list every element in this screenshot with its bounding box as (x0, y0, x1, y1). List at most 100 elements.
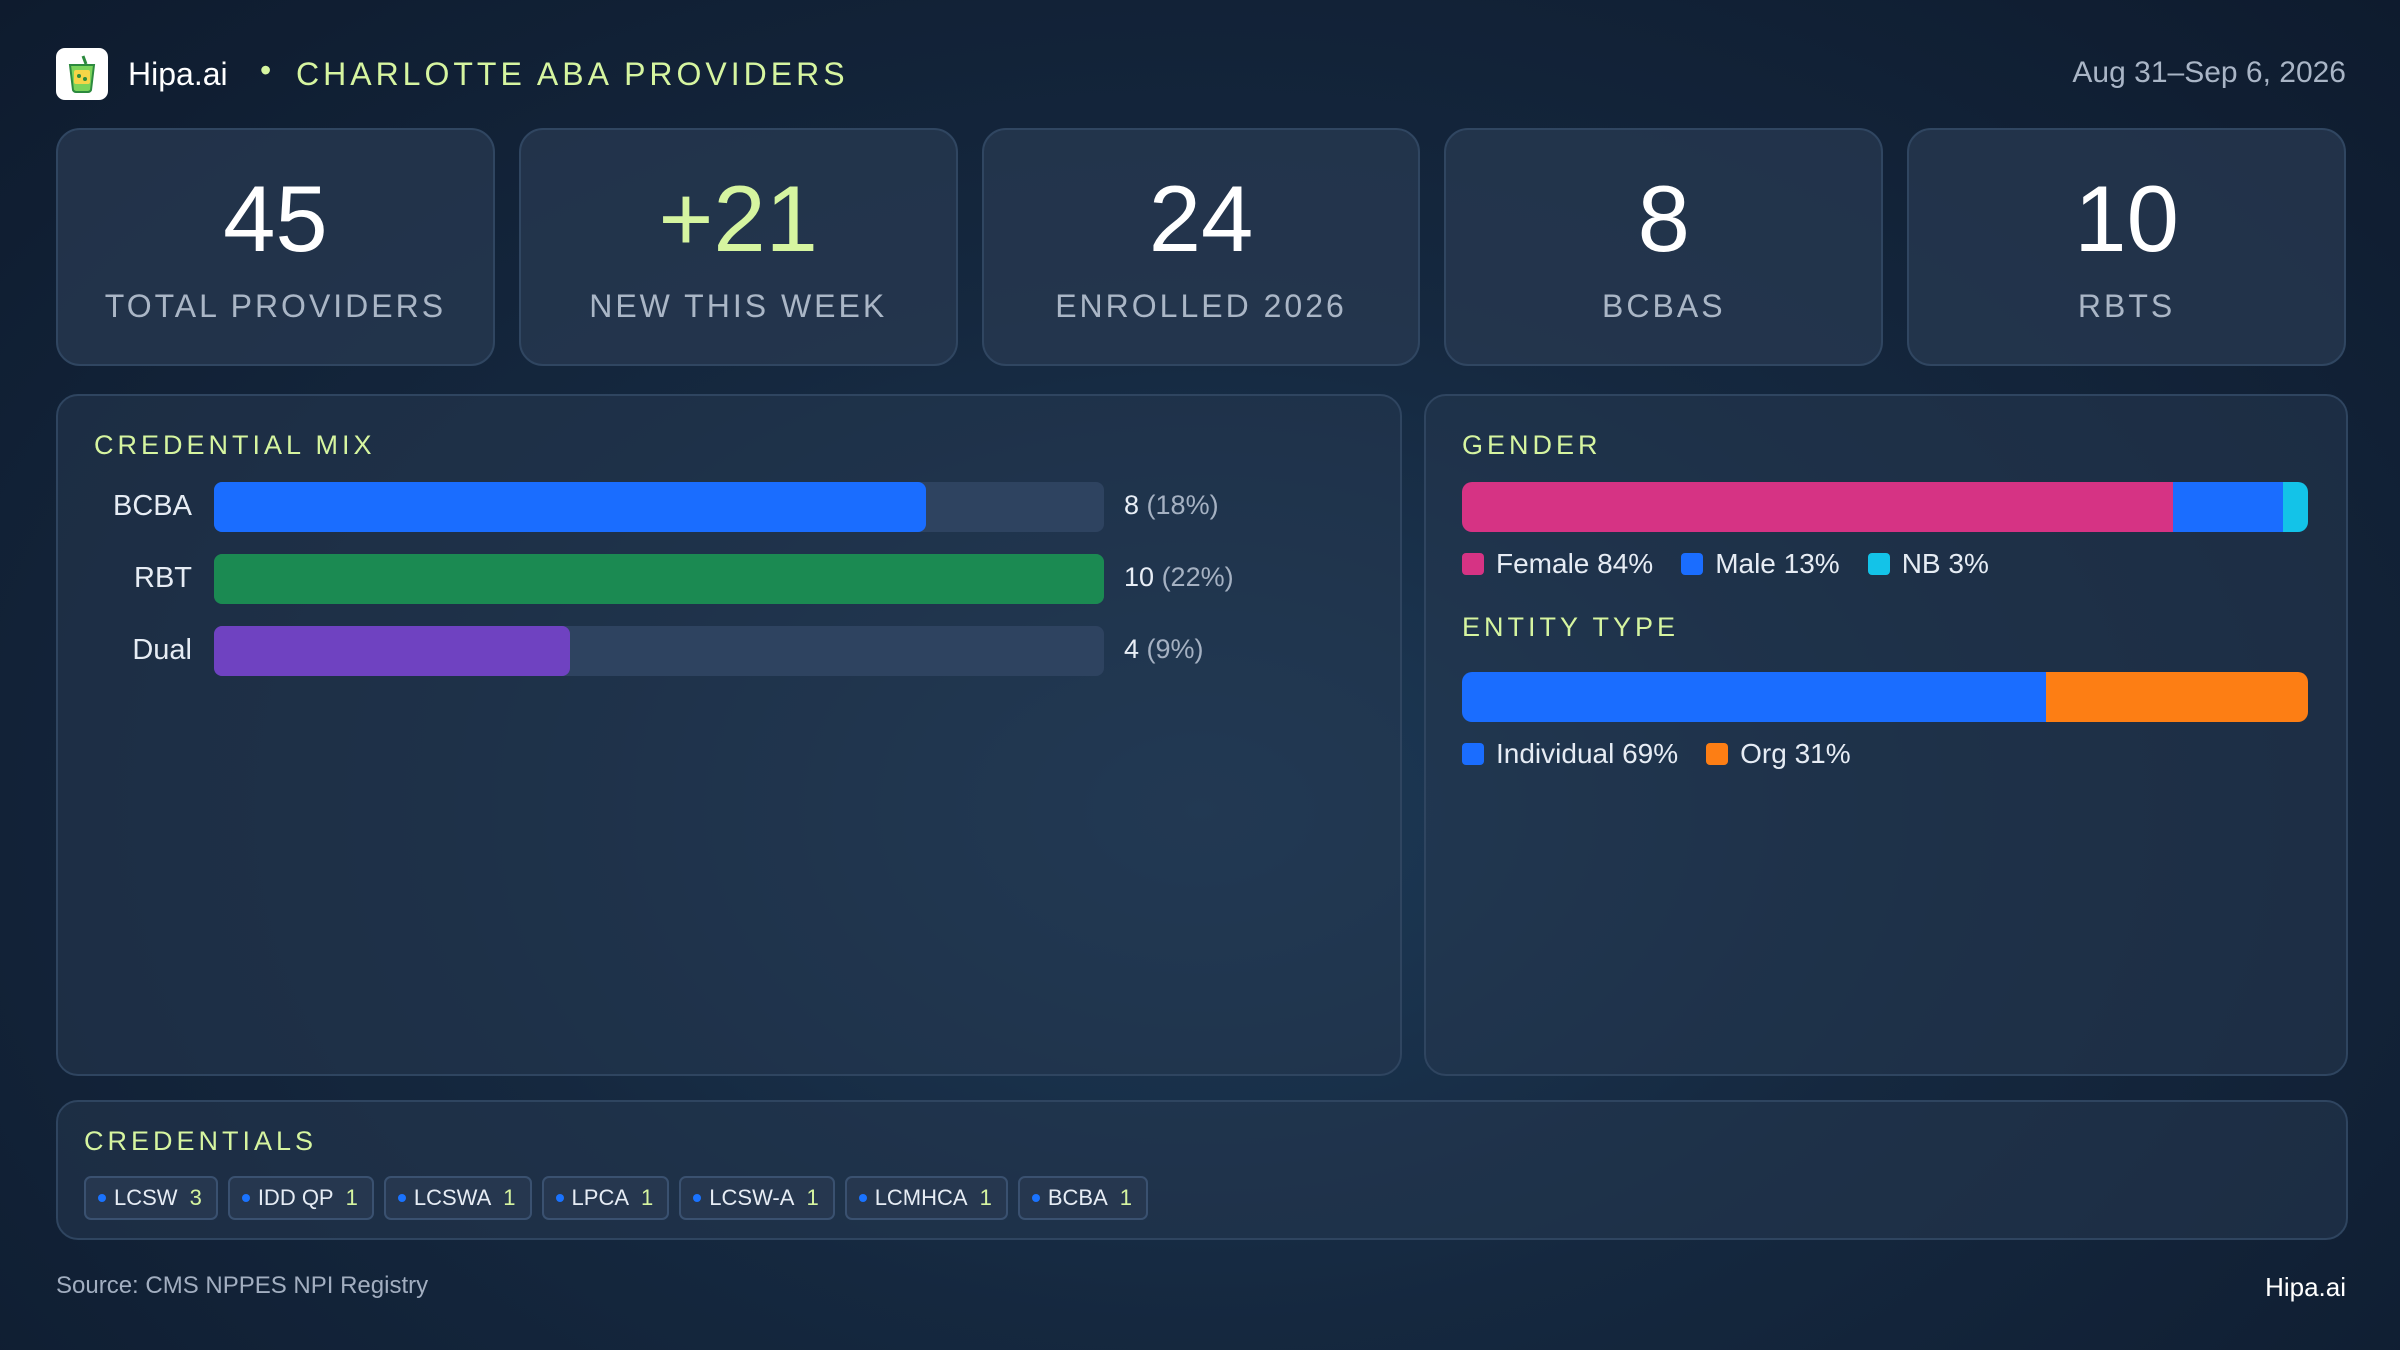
kpi-value: 10 (2074, 166, 2179, 271)
gender-title: GENDER (1462, 430, 1602, 460)
credential-mix-panel: CREDENTIAL MIX BCBA 8 (18%) RBT 10 (22%)… (56, 394, 1402, 1076)
legend-swatch (1462, 743, 1484, 765)
brand-name: Hipa.ai (128, 56, 228, 92)
kpi-value: 8 (1637, 166, 1690, 271)
bar-label: BCBA (113, 490, 192, 522)
dot-icon (693, 1194, 702, 1202)
bar-value: 8 (18%) (1124, 490, 1219, 521)
entity-segment-0 (1462, 672, 2046, 722)
gender-segment-0 (1462, 482, 2173, 532)
source-note: Source: CMS NPPES NPI Registry (56, 1272, 429, 1299)
panel-title: CREDENTIALS (84, 1126, 318, 1156)
bar-label: RBT (134, 562, 192, 594)
bar-track (214, 482, 1104, 532)
credential-chip[interactable]: LPCA 1 (541, 1176, 670, 1220)
kpi-label: ENROLLED 2026 (1055, 288, 1347, 324)
entity-stacked-bar (1462, 672, 2308, 722)
chip-label: LCSWA (413, 1185, 492, 1210)
kpi-enrolled-2026: 24 ENROLLED 2026 (981, 128, 1421, 366)
kpi-value: 45 (223, 166, 328, 271)
gender-legend-item: NB 3% (1867, 548, 1989, 580)
gender-segment-1 (2172, 482, 2283, 532)
chip-count: 1 (641, 1185, 654, 1210)
bar-row-bcba: BCBA 8 (18%) (58, 482, 1358, 532)
chip-label: LCMHCA (874, 1185, 968, 1210)
dot-icon (555, 1194, 564, 1202)
bar-count: 4 (1124, 634, 1140, 664)
kpi-bcbas: 8 BCBAS (1444, 128, 1884, 366)
gender-segment-2 (2282, 482, 2308, 532)
legend-label: Org 31% (1740, 738, 1851, 769)
credential-chip[interactable]: LCSW-A 1 (679, 1176, 835, 1220)
bar-fill-dual (214, 626, 570, 676)
kpi-total-providers: 45 TOTAL PROVIDERS (56, 128, 495, 366)
kpi-new-this-week: +21 NEW THIS WEEK (518, 128, 958, 366)
dot-icon (397, 1194, 406, 1202)
entity-type-title: ENTITY TYPE (1462, 612, 1680, 642)
dot-icon (858, 1194, 867, 1202)
bar-value: 4 (9%) (1124, 634, 1204, 665)
panel-title: CREDENTIAL MIX (94, 430, 376, 460)
credentials-panel: CREDENTIALS LCSW 3 IDD QP 1 LCSWA 1 LPCA 1 LCSW-… (56, 1100, 2348, 1240)
gender-legend-item: Male 13% (1681, 548, 1840, 580)
legend-swatch (1462, 553, 1484, 575)
legend-swatch (1706, 743, 1729, 765)
chip-count: 1 (503, 1185, 516, 1210)
header: Hipa.ai • CHARLOTTE ABA PROVIDERS Aug 31… (56, 48, 2346, 100)
kpi-value: 24 (1148, 166, 1254, 271)
legend-swatch (1681, 553, 1704, 575)
chip-label: BCBA (1047, 1185, 1108, 1210)
dot-icon (1031, 1194, 1040, 1202)
bar-row-dual: Dual 4 (9%) (58, 626, 1358, 676)
bar-count: 8 (1124, 490, 1140, 520)
entity-legend: Individual 69% Org 31% (1462, 738, 1851, 770)
chip-count: 1 (1119, 1185, 1133, 1210)
bar-percent: (9%) (1146, 634, 1204, 664)
chip-count: 1 (806, 1185, 819, 1210)
bar-percent: (22%) (1161, 562, 1234, 592)
gender-legend-item: Female 84% (1462, 548, 1653, 580)
bar-track (214, 554, 1104, 604)
page-title: CHARLOTTE ABA PROVIDERS (296, 56, 849, 92)
credential-chip[interactable]: LCSWA 1 (383, 1176, 532, 1220)
kpi-label: TOTAL PROVIDERS (104, 288, 447, 324)
dot-icon (98, 1194, 106, 1202)
title-separator: • (260, 52, 272, 88)
bar-value: 10 (22%) (1124, 562, 1234, 593)
brand-logo (56, 48, 108, 100)
chip-count: 1 (345, 1185, 358, 1210)
credential-chips: LCSW 3 IDD QP 1 LCSWA 1 LPCA 1 LCSW-A 1 LCMHCA 1 BCB… (84, 1176, 1149, 1220)
legend-label: Individual 69% (1496, 738, 1679, 769)
entity-segment-1 (2045, 672, 2308, 722)
legend-swatch (1867, 553, 1890, 575)
credential-chip[interactable]: LCSW 3 (84, 1176, 218, 1220)
kpi-label: BCBAS (1602, 288, 1726, 324)
legend-label: Male 13% (1715, 548, 1840, 579)
entity-legend-item: Org 31% (1706, 738, 1851, 770)
legend-label: NB 3% (1901, 548, 1989, 579)
bar-fill-rbt (214, 554, 1104, 604)
gender-entity-panel: GENDER Female 84% Male 13% NB 3% ENTITY TY… (1424, 394, 2348, 1076)
kpi-rbts: 10 RBTS (1907, 128, 2346, 366)
bar-row-rbt: RBT 10 (22%) (58, 554, 1358, 604)
entity-legend-item: Individual 69% (1462, 738, 1678, 770)
date-range: Aug 31–Sep 6, 2026 (2072, 56, 2346, 89)
kpi-value: +21 (658, 166, 818, 271)
bar-track (214, 626, 1104, 676)
chip-label: LPCA (571, 1185, 630, 1210)
kpi-row: 45 TOTAL PROVIDERS +21 NEW THIS WEEK 24 … (56, 128, 2346, 366)
kpi-label: RBTS (2077, 288, 2176, 324)
bar-fill-bcba (214, 482, 926, 532)
credential-chip[interactable]: BCBA 1 (1017, 1176, 1149, 1220)
chip-label: IDD QP (257, 1185, 334, 1210)
credential-chip[interactable]: LCMHCA 1 (844, 1176, 1008, 1220)
drink-cup-icon (68, 55, 96, 93)
chip-count: 1 (979, 1185, 992, 1210)
credential-chip[interactable]: IDD QP 1 (227, 1176, 374, 1220)
chip-count: 3 (189, 1185, 202, 1210)
gender-legend: Female 84% Male 13% NB 3% (1462, 548, 1989, 580)
dot-icon (241, 1194, 250, 1202)
chip-label: LCSW-A (709, 1185, 795, 1210)
chip-label: LCSW (114, 1185, 178, 1210)
legend-label: Female 84% (1496, 548, 1654, 579)
